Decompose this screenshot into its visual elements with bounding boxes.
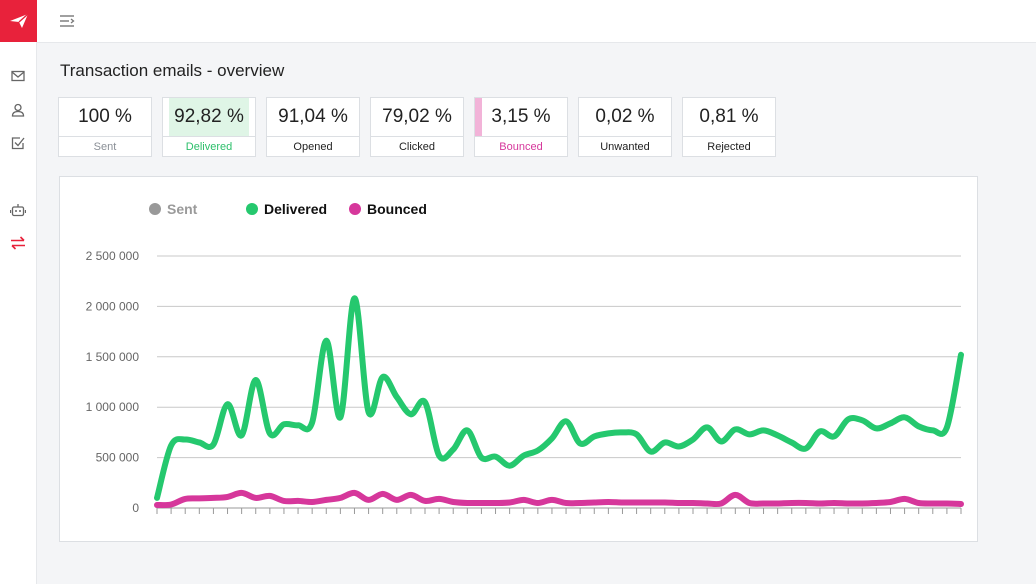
stat-rejected[interactable]: 0,81 % Rejected <box>682 97 776 157</box>
legend-dot <box>349 203 361 215</box>
y-tick-label: 500 000 <box>96 451 140 465</box>
y-tick-label: 1 000 000 <box>86 400 140 414</box>
stat-label: Opened <box>267 136 359 157</box>
sidebar-item-contacts[interactable] <box>9 101 27 119</box>
checkbox-icon <box>11 137 25 150</box>
sidebar-item-transactional[interactable] <box>9 234 27 252</box>
legend-dot <box>149 203 161 215</box>
stat-value: 3,15 % <box>491 106 551 127</box>
y-tick-label: 2 500 000 <box>86 249 140 263</box>
stat-label: Delivered <box>163 136 255 157</box>
robot-icon <box>10 204 26 217</box>
paper-plane-icon <box>9 13 28 28</box>
stat-label: Clicked <box>371 136 463 157</box>
legend-label: Delivered <box>264 201 328 217</box>
stat-unwanted[interactable]: 0,02 % Unwanted <box>578 97 672 157</box>
stat-label: Sent <box>59 136 151 157</box>
menu-toggle-button[interactable] <box>57 11 77 31</box>
stat-value: 0,02 % <box>595 106 655 127</box>
app-logo[interactable] <box>0 0 37 42</box>
legend-label: Sent <box>167 201 198 217</box>
chart-card: 0 500 000 1 000 000 1 500 000 2 000 000 2 500… <box>59 176 978 542</box>
legend-item-bounced[interactable]: Bounced <box>349 201 427 217</box>
mail-icon <box>11 70 25 82</box>
legend-item-delivered[interactable]: Delivered <box>246 201 327 217</box>
stat-label: Rejected <box>683 136 775 157</box>
stat-value: 91,04 % <box>278 106 348 127</box>
stat-bounced[interactable]: 3,15 % Bounced <box>474 97 568 157</box>
line-chart: 0 500 000 1 000 000 1 500 000 2 000 000 2 500… <box>86 249 964 515</box>
series-line-bounced <box>154 489 964 509</box>
page-title: Transaction emails - overview <box>60 61 285 80</box>
top-bar <box>37 0 1036 43</box>
user-icon <box>11 103 25 117</box>
stat-value: 100 % <box>78 106 132 127</box>
stat-value: 79,02 % <box>382 106 452 127</box>
stat-label: Bounced <box>475 136 567 157</box>
sidebar-item-mail[interactable] <box>9 67 27 85</box>
sidebar-item-automation[interactable] <box>9 201 27 219</box>
stat-sent[interactable]: 100 % Sent <box>58 97 152 157</box>
legend-item-sent[interactable]: Sent <box>149 201 197 217</box>
series-line-delivered <box>154 295 964 501</box>
sidebar-item-tasks[interactable] <box>9 134 27 152</box>
y-tick-label: 0 <box>132 501 139 515</box>
stat-opened[interactable]: 91,04 % Opened <box>266 97 360 157</box>
y-tick-label: 2 000 000 <box>86 299 140 313</box>
stat-value: 0,81 % <box>699 106 759 127</box>
transfer-arrows-icon <box>11 236 25 250</box>
legend-label: Bounced <box>367 201 427 217</box>
stat-clicked[interactable]: 79,02 % Clicked <box>370 97 464 157</box>
sidebar <box>0 0 37 584</box>
y-tick-label: 1 500 000 <box>86 350 140 364</box>
stat-label: Unwanted <box>579 136 671 157</box>
legend-dot <box>246 203 258 215</box>
stat-highlight-bar <box>475 98 482 136</box>
menu-collapse-icon <box>60 15 75 27</box>
stat-delivered[interactable]: 92,82 % Delivered <box>162 97 256 157</box>
stat-value: 92,82 % <box>169 98 249 136</box>
